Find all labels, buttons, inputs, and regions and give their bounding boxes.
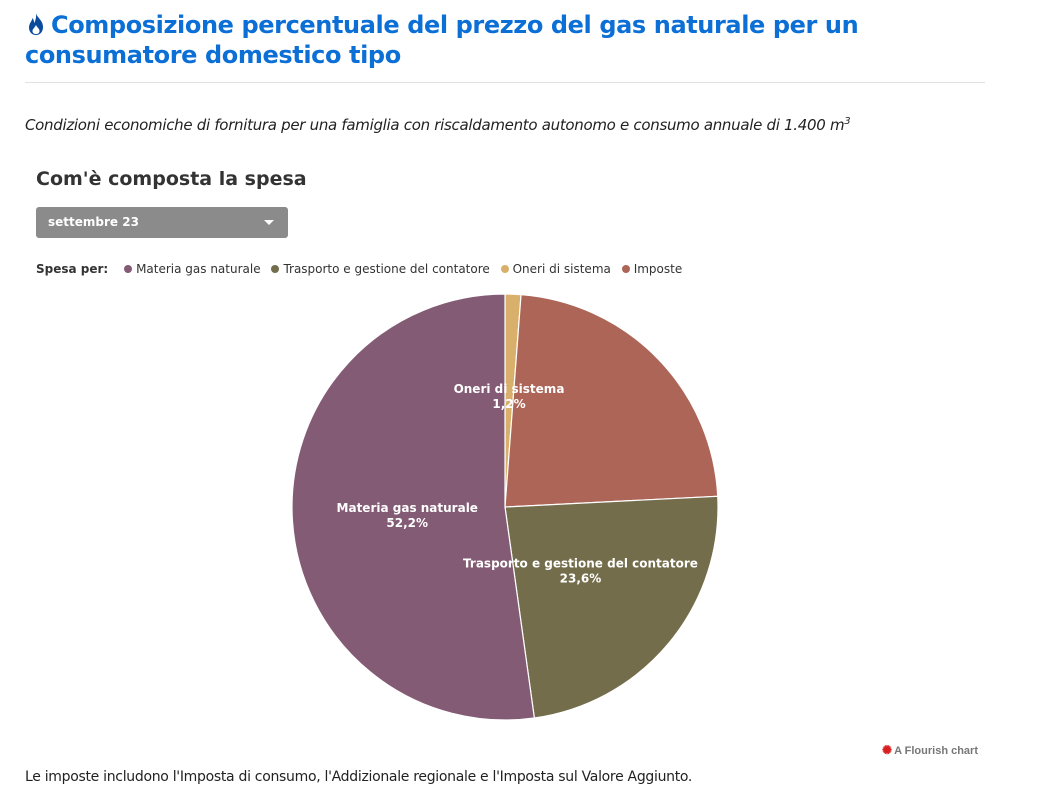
legend-swatch <box>621 265 630 273</box>
legend-label: Oneri di sistema <box>512 262 611 276</box>
flame-icon <box>29 13 43 35</box>
slice-label-materia: Materia gas naturale <box>337 501 478 515</box>
legend-item-materia[interactable]: Materia gas naturale <box>124 262 261 276</box>
page-title-text: Composizione percentuale del prezzo del … <box>25 11 859 69</box>
title-row: Composizione percentuale del prezzo del … <box>25 10 985 70</box>
subtitle: Condizioni economiche di fornitura per u… <box>25 116 851 134</box>
flourish-credit[interactable]: ✺ A Flourish chart <box>882 743 978 757</box>
subtitle-text: Condizioni economiche di fornitura per u… <box>25 116 845 134</box>
legend-label: Trasporto e gestione del contatore <box>283 262 490 276</box>
pie-slice-materia[interactable] <box>291 293 536 721</box>
title-divider <box>25 82 985 83</box>
flourish-credit-text: A Flourish chart <box>894 745 978 757</box>
slice-value-trasporto: 23,6% <box>560 571 602 585</box>
legend-label: Materia gas naturale <box>136 262 261 276</box>
period-dropdown-value: settembre 23 <box>48 215 139 229</box>
legend-title: Spesa per: <box>36 262 109 276</box>
pie-slice-imposte[interactable] <box>504 293 719 508</box>
flourish-logo-icon: ✺ <box>882 743 893 757</box>
subtitle-superscript: 3 <box>844 116 851 127</box>
chart-heading: Com'è composta la spesa <box>36 168 307 190</box>
legend-swatch <box>124 265 133 273</box>
pie-slice-trasporto[interactable] <box>504 495 719 719</box>
legend-label: Imposte <box>633 262 683 276</box>
legend-item-trasporto[interactable]: Trasporto e gestione del contatore <box>271 262 490 276</box>
slice-value-materia: 52,2% <box>386 516 428 530</box>
footnote: Le imposte includono l'Imposta di consum… <box>25 769 693 785</box>
legend-swatch <box>271 265 280 273</box>
legend-item-imposte[interactable]: Imposte <box>621 262 683 276</box>
chart-legend: Spesa per: Materia gas naturale Trasport… <box>36 262 689 276</box>
legend-item-oneri[interactable]: Oneri di sistema <box>500 262 611 276</box>
period-dropdown[interactable]: settembre 23 <box>36 207 288 238</box>
page-title: Composizione percentuale del prezzo del … <box>25 10 985 70</box>
slice-label-oneri: Oneri di sistema <box>454 382 565 396</box>
caret-down-icon <box>264 220 274 225</box>
legend-swatch <box>500 265 509 273</box>
slice-label-trasporto: Trasporto e gestione del contatore <box>463 556 698 570</box>
slice-value-oneri: 1,2% <box>492 397 525 411</box>
